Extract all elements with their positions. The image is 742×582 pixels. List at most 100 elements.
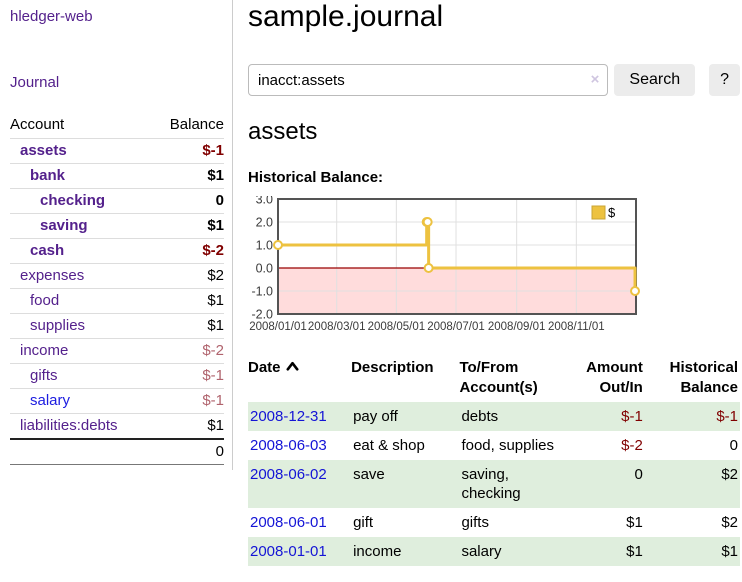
account-link-saving[interactable]: saving [40, 217, 88, 234]
app-title-link[interactable]: hledger-web [10, 8, 93, 25]
register-description: income [353, 543, 402, 560]
account-link-cash[interactable]: cash [30, 242, 65, 259]
register-date-link[interactable]: 2008-06-02 [250, 466, 327, 483]
search-input[interactable] [248, 64, 609, 96]
register-amount: $-2 [621, 437, 643, 454]
help-button[interactable]: ? [709, 64, 740, 96]
register-accounts: debts [461, 408, 499, 425]
register-accounts: salary [461, 543, 502, 560]
account-balance: $-2 [202, 242, 224, 259]
register-row-2008-01-01: 2008-01-01 income salary $1 $1 [248, 537, 740, 566]
account-balance: $-2 [202, 342, 224, 359]
data-point-marker [630, 286, 641, 296]
y-axis-tick-label: 3.0 [256, 196, 273, 207]
account-row-liabilities-debts: liabilities:debts $1 [10, 414, 224, 438]
register-amount: $1 [626, 514, 643, 531]
account-balance: $2 [207, 267, 224, 284]
sidebar: hledger-web Journal Account Balance asse… [0, 0, 233, 470]
account-row-cash: cash $-2 [10, 239, 224, 264]
balance-column-header-main: Historical Balance [669, 359, 738, 396]
account-link-assets[interactable]: assets [20, 142, 67, 159]
account-link-checking[interactable]: checking [40, 192, 106, 209]
app-title: hledger-web [10, 8, 224, 26]
account-row-gifts: gifts $-1 [10, 364, 224, 389]
main-content: sample.journal × Search ? assets Histori… [248, 0, 740, 566]
register-amount: $1 [626, 543, 643, 560]
account-balance: $1 [207, 317, 224, 334]
data-point-marker [423, 263, 434, 273]
data-point-marker [273, 240, 283, 250]
legend-swatch [591, 205, 606, 220]
register-table-body: 2008-12-31 pay off debts $-1 $-1 2008-06-03 ea… [248, 402, 740, 566]
account-link-gifts[interactable]: gifts [30, 367, 58, 384]
chart-title: Historical Balance: [248, 169, 384, 186]
search-button[interactable]: Search [614, 64, 696, 96]
account-link-income[interactable]: income [20, 342, 69, 359]
account-row-supplies: supplies $1 [10, 314, 224, 339]
account-balance: $-1 [202, 367, 224, 384]
legend-label: $ [608, 205, 616, 220]
register-balance: $2 [721, 514, 738, 531]
x-axis-tick-label: 2008/03/01 [308, 321, 366, 333]
register-description: save [353, 466, 385, 483]
register-date-link[interactable]: 2008-01-01 [250, 543, 327, 560]
y-axis-tick-label: 2.0 [256, 216, 273, 230]
date-column-header[interactable]: Date [248, 354, 351, 402]
description-column-header: Description [351, 359, 434, 376]
account-balance: $1 [207, 217, 224, 234]
register-table: Date Description To/From Account(s) Amou… [248, 354, 740, 566]
amount-column-header: Amount Out/In [586, 359, 643, 396]
accounts-rows: assets $-1 bank $1 checking 0 saving $1 cash $-2 e… [10, 139, 224, 438]
account-link-food[interactable]: food [30, 292, 60, 309]
page-title: sample.journal [248, 0, 444, 33]
register-row-2008-06-01: 2008-06-01 gift gifts $1 $2 [248, 508, 740, 537]
register-accounts: food, supplies [461, 437, 555, 454]
account-row-expenses: expenses $2 [10, 264, 224, 289]
y-axis-tick-label: -2.0 [251, 308, 273, 322]
register-date-link[interactable]: 2008-06-03 [250, 437, 327, 454]
sort-asc-icon [286, 361, 299, 371]
account-link-liabilities-debts[interactable]: liabilities:debts [20, 417, 118, 434]
total-balance: 0 [215, 443, 224, 460]
register-accounts: gifts [461, 514, 489, 531]
register-balance: $-1 [716, 408, 738, 425]
account-balance: $-1 [202, 142, 224, 159]
register-balance: 0 [729, 437, 738, 454]
register-date-link[interactable]: 2008-06-01 [250, 514, 327, 531]
register-amount: 0 [634, 466, 643, 483]
account-column-header: Account [10, 116, 65, 133]
accounts-table-header: Account Balance [10, 112, 224, 139]
account-link-salary[interactable]: salary [30, 392, 71, 409]
clear-search-icon[interactable]: × [590, 71, 600, 88]
account-row-salary: salary $-1 [10, 389, 224, 414]
account-balance: $1 [207, 417, 224, 434]
y-axis-tick-label: 0.0 [256, 262, 273, 276]
account-row-bank: bank $1 [10, 164, 224, 189]
account-link-bank[interactable]: bank [30, 167, 66, 184]
plot-border [277, 198, 637, 315]
register-row-2008-12-31: 2008-12-31 pay off debts $-1 $-1 [248, 402, 740, 431]
journal-nav-link[interactable]: Journal [10, 74, 60, 91]
accounts-balance-table: Account Balance assets $-1 bank $1 checking 0… [10, 112, 224, 465]
account-row-assets: assets $-1 [10, 139, 224, 164]
accounts-column-header: To/From Account(s) [459, 359, 538, 396]
data-point-marker [422, 217, 433, 227]
accounts-total-row: 0 [10, 438, 224, 465]
account-heading: assets [248, 118, 318, 145]
account-link-expenses[interactable]: expenses [20, 267, 85, 284]
journal-nav: Journal [10, 74, 224, 92]
balance-column-header: Balance [169, 116, 224, 133]
y-axis-tick-label: -1.0 [251, 285, 273, 299]
register-row-2008-06-03: 2008-06-03 eat & shop food, supplies $-2 0 [248, 431, 740, 460]
account-link-supplies[interactable]: supplies [30, 317, 86, 334]
register-accounts: saving, checking [461, 466, 521, 502]
account-balance: 0 [215, 192, 224, 209]
account-row-food: food $1 [10, 289, 224, 314]
register-date-link[interactable]: 2008-12-31 [250, 408, 327, 425]
search-bar: × Search ? [248, 64, 740, 96]
x-axis-tick-label: 2008/05/01 [368, 321, 426, 333]
historical-balance-chart[interactable]: $3.0 2.0 1.0 0.0 -1.0 -2.0 2008/01/01 2008/03/0… [248, 193, 650, 340]
account-row-saving: saving $1 [10, 214, 224, 239]
